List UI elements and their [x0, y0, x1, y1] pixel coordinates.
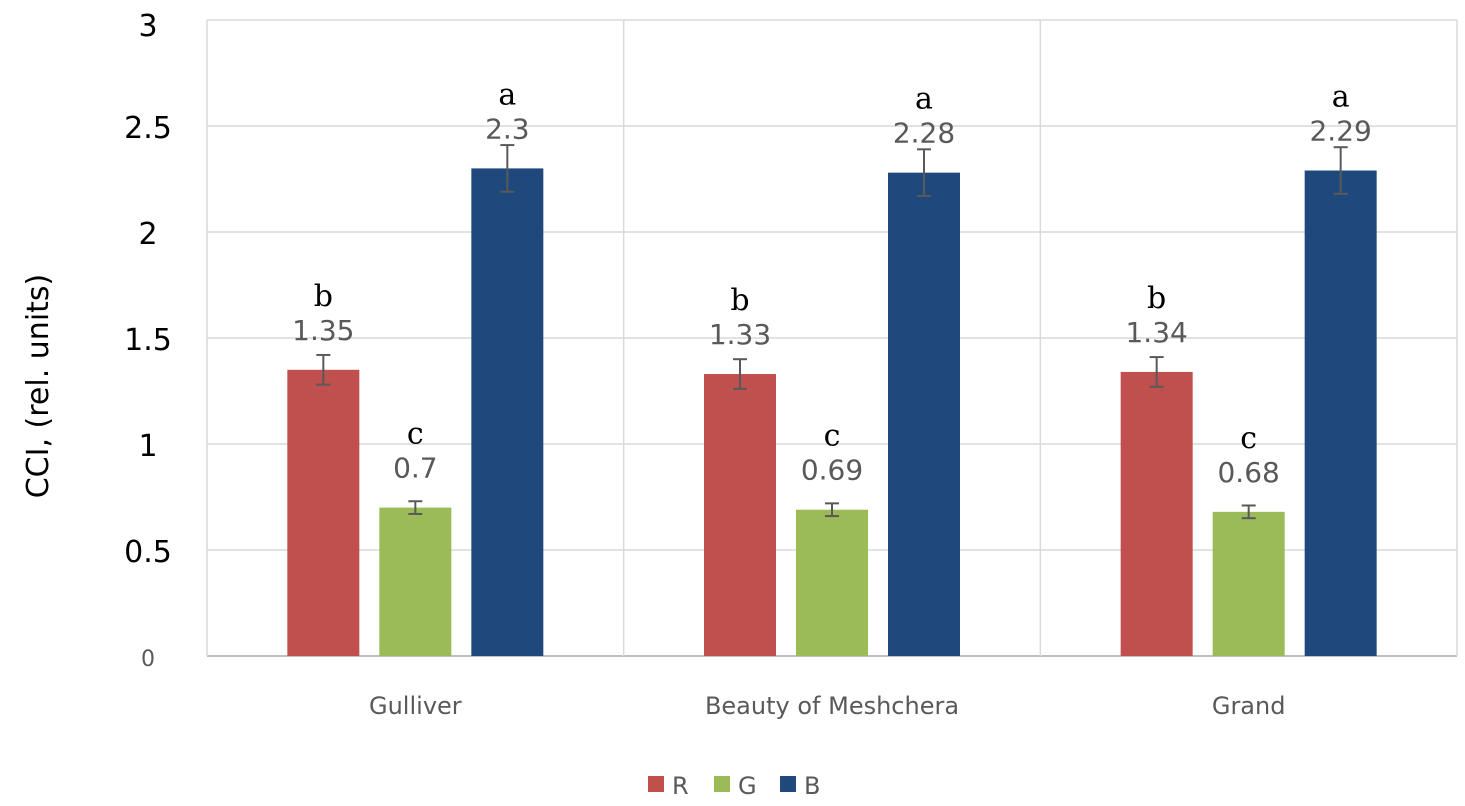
bar-b	[471, 168, 544, 656]
y-axis-ticks: 0 0.5 1 1.5 2 2.5 3	[124, 9, 172, 672]
bars: 1.35b0.7c2.3a1.33b0.69c2.28a1.34b0.68c2.…	[287, 77, 1377, 656]
legend-swatch-r	[648, 776, 664, 792]
x-axis-ticks: Gulliver Beauty of Meshchera Grand	[369, 692, 1285, 720]
y-tick-label: 0.5	[124, 535, 172, 570]
y-tick-label: 1	[138, 429, 157, 464]
data-label: 1.33	[709, 318, 771, 351]
significance-letter: c	[1240, 421, 1257, 456]
bar-g	[379, 507, 452, 656]
significance-letter: a	[915, 82, 933, 117]
bar-r	[1120, 371, 1193, 656]
y-tick-label: 0	[141, 647, 155, 672]
data-label: 0.7	[393, 452, 438, 485]
y-tick-label: 2.5	[124, 111, 172, 146]
significance-letter: a	[1332, 80, 1350, 115]
x-tick-label: Beauty of Meshchera	[705, 692, 959, 720]
data-label: 0.69	[801, 454, 863, 487]
significance-letter: b	[730, 283, 749, 318]
data-label: 1.34	[1125, 316, 1187, 349]
significance-letter: b	[1147, 281, 1166, 316]
bar-r	[704, 374, 776, 656]
bar-r	[287, 369, 360, 656]
data-label: 0.68	[1217, 456, 1279, 489]
y-axis-label: CCI, (rel. units)	[21, 274, 56, 499]
data-label: 2.29	[1309, 115, 1371, 148]
y-tick-label: 2	[138, 217, 157, 252]
legend-swatch-b	[780, 776, 796, 792]
legend-label-g: G	[738, 772, 757, 800]
bar-g	[1212, 511, 1285, 656]
data-label: 1.35	[292, 314, 354, 347]
x-tick-label: Grand	[1212, 692, 1286, 720]
bar-b	[1304, 170, 1377, 656]
legend-label-r: R	[672, 772, 689, 800]
significance-letter: a	[498, 77, 516, 112]
legend-swatch-g	[714, 776, 730, 792]
x-tick-label: Gulliver	[369, 692, 462, 720]
data-label: 2.3	[485, 112, 530, 145]
bar-b	[888, 172, 960, 656]
bar-g	[796, 509, 868, 656]
significance-letter: c	[824, 419, 841, 454]
y-tick-label: 1.5	[124, 323, 172, 358]
legend-label-b: B	[804, 772, 820, 800]
significance-letter: b	[314, 279, 333, 314]
significance-letter: c	[407, 417, 424, 452]
y-tick-label: 3	[138, 9, 157, 44]
data-label: 2.28	[893, 117, 955, 150]
